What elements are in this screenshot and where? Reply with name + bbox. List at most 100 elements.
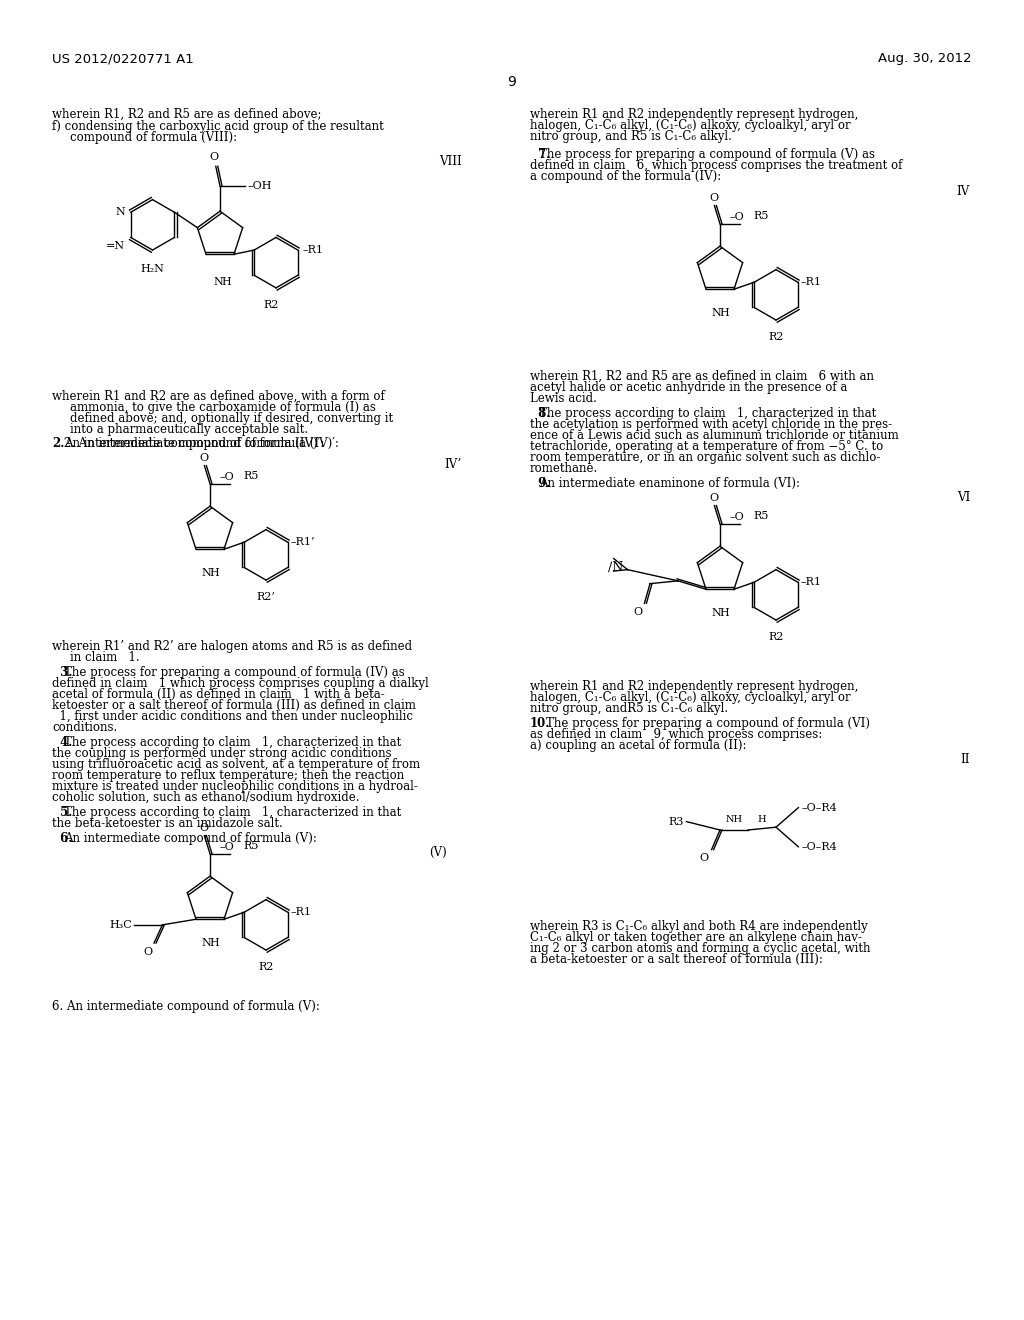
Text: H₂N: H₂N xyxy=(140,264,165,275)
Text: 2. An intermediate compound of formula (IV)′:: 2. An intermediate compound of formula (… xyxy=(52,437,339,450)
Text: the coupling is performed under strong acidic conditions: the coupling is performed under strong a… xyxy=(52,747,391,760)
Text: H: H xyxy=(209,568,219,578)
Text: –R1: –R1 xyxy=(303,246,324,255)
Text: IV: IV xyxy=(956,185,970,198)
Text: halogen, C₁-C₆ alkyl, (C₁-C₆) alkoxy, cycloalkyl, aryl or: halogen, C₁-C₆ alkyl, (C₁-C₆) alkoxy, cy… xyxy=(530,119,851,132)
Text: –R1: –R1 xyxy=(291,907,312,917)
Text: =N: =N xyxy=(105,242,125,251)
Text: VI: VI xyxy=(956,491,970,504)
Text: O: O xyxy=(710,492,719,503)
Text: –O: –O xyxy=(729,512,744,521)
Text: –O: –O xyxy=(219,471,233,482)
Text: R2: R2 xyxy=(263,300,279,310)
Text: VIII: VIII xyxy=(439,154,462,168)
Text: II: II xyxy=(961,752,970,766)
Text: romethane.: romethane. xyxy=(530,462,598,475)
Text: N: N xyxy=(711,607,721,618)
Text: –R1’: –R1’ xyxy=(291,537,315,548)
Text: as defined in claim  9, which process comprises:: as defined in claim 9, which process com… xyxy=(530,729,822,741)
Text: O: O xyxy=(633,607,642,618)
Text: O: O xyxy=(143,946,152,957)
Text: R3: R3 xyxy=(668,817,683,826)
Text: H: H xyxy=(758,814,766,824)
Text: compound of formula (VIII):: compound of formula (VIII): xyxy=(70,131,238,144)
Text: wherein R1 and R2 independently represent hydrogen,: wherein R1 and R2 independently represen… xyxy=(530,108,858,121)
Text: N: N xyxy=(201,568,211,578)
Text: H₃C: H₃C xyxy=(110,920,132,929)
Text: Aug. 30, 2012: Aug. 30, 2012 xyxy=(879,51,972,65)
Text: R2: R2 xyxy=(258,962,273,972)
Text: –OH: –OH xyxy=(247,181,271,191)
Text: (V): (V) xyxy=(429,846,447,859)
Text: acetyl halide or acetic anhydride in the presence of a: acetyl halide or acetic anhydride in the… xyxy=(530,381,848,393)
Text: defined in claim  1 which process comprises coupling a dialkyl: defined in claim 1 which process compris… xyxy=(52,677,429,690)
Text: An intermediate compound of formula (IV)′:: An intermediate compound of formula (IV)… xyxy=(63,437,325,450)
Text: 9.: 9. xyxy=(530,477,550,490)
Text: halogen, C₁-C₆ alkyl, (C₁-C₆) alkoxy, cycloalkyl, aryl or: halogen, C₁-C₆ alkyl, (C₁-C₆) alkoxy, cy… xyxy=(530,690,851,704)
Text: R5: R5 xyxy=(244,841,259,851)
Text: f) condensing the carboxylic acid group of the resultant: f) condensing the carboxylic acid group … xyxy=(52,120,384,133)
Text: 4.: 4. xyxy=(52,737,73,748)
Text: –O–R4: –O–R4 xyxy=(802,803,838,813)
Text: wherein R1 and R2 are as defined above, with a form of: wherein R1 and R2 are as defined above, … xyxy=(52,389,385,403)
Text: US 2012/0220771 A1: US 2012/0220771 A1 xyxy=(52,51,194,65)
Text: C₁-C₆ alkyl or taken together are an alkylene chain hav-: C₁-C₆ alkyl or taken together are an alk… xyxy=(530,931,862,944)
Text: H: H xyxy=(719,607,729,618)
Text: O: O xyxy=(200,453,209,462)
Text: The process for preparing a compound of formula (IV) as: The process for preparing a compound of … xyxy=(63,667,404,678)
Text: 7.: 7. xyxy=(530,148,550,161)
Text: 5.: 5. xyxy=(52,807,73,818)
Text: a) coupling an acetal of formula (II):: a) coupling an acetal of formula (II): xyxy=(530,739,746,752)
Text: 8.: 8. xyxy=(530,407,550,420)
Text: H: H xyxy=(209,937,219,948)
Text: 10.: 10. xyxy=(530,717,550,730)
Text: conditions.: conditions. xyxy=(52,721,118,734)
Text: the acetylation is performed with acetyl chloride in the pres-: the acetylation is performed with acetyl… xyxy=(530,418,892,432)
Text: using trifluoroacetic acid as solvent, at a temperature of from: using trifluoroacetic acid as solvent, a… xyxy=(52,758,420,771)
Text: ketoester or a salt thereof of formula (III) as defined in claim: ketoester or a salt thereof of formula (… xyxy=(52,700,416,711)
Text: The process for preparing a compound of formula (V) as: The process for preparing a compound of … xyxy=(539,148,874,161)
Text: 6. An intermediate compound of formula (V):: 6. An intermediate compound of formula (… xyxy=(52,1001,319,1012)
Text: R2: R2 xyxy=(768,632,783,642)
Text: 6.: 6. xyxy=(52,832,73,845)
Text: 3.: 3. xyxy=(52,667,73,678)
Text: The process according to claim  1, characterized in that: The process according to claim 1, charac… xyxy=(63,807,401,818)
Text: R2’: R2’ xyxy=(257,593,275,602)
Text: R5: R5 xyxy=(754,511,769,521)
Text: wherein R1’ and R2’ are halogen atoms and R5 is as defined: wherein R1’ and R2’ are halogen atoms an… xyxy=(52,640,412,653)
Text: in claim  1.: in claim 1. xyxy=(70,651,139,664)
Text: ammonia, to give the carboxamide of formula (I) as: ammonia, to give the carboxamide of form… xyxy=(70,401,376,414)
Text: tetrachloride, operating at a temperature of from −5° C. to: tetrachloride, operating at a temperatur… xyxy=(530,440,884,453)
Text: room temperature, or in an organic solvent such as dichlo-: room temperature, or in an organic solve… xyxy=(530,451,881,465)
Text: The process according to claim  1, characterized in that: The process according to claim 1, charac… xyxy=(539,407,877,420)
Text: O: O xyxy=(200,822,209,833)
Text: wherein R1, R2 and R5 are as defined above;: wherein R1, R2 and R5 are as defined abo… xyxy=(52,108,322,121)
Text: –O–R4: –O–R4 xyxy=(802,842,838,851)
Text: An intermediate enaminone of formula (VI):: An intermediate enaminone of formula (VI… xyxy=(539,477,800,490)
Text: Lewis acid.: Lewis acid. xyxy=(530,392,597,405)
Text: H: H xyxy=(221,277,230,286)
Text: The process according to claim  1, characterized in that: The process according to claim 1, charac… xyxy=(63,737,401,748)
Text: N: N xyxy=(201,937,211,948)
Text: nitro group, andR5 is C₁-C₆ alkyl.: nitro group, andR5 is C₁-C₆ alkyl. xyxy=(530,702,728,715)
Text: N: N xyxy=(115,207,125,218)
Text: wherein R3 is C₁-C₆ alkyl and both R4 are independently: wherein R3 is C₁-C₆ alkyl and both R4 ar… xyxy=(530,920,867,933)
Text: H: H xyxy=(719,308,729,318)
Text: a beta-ketoester or a salt thereof of formula (III):: a beta-ketoester or a salt thereof of fo… xyxy=(530,953,823,966)
Text: R5: R5 xyxy=(244,471,259,480)
Text: N: N xyxy=(711,308,721,318)
Text: room temperature to reflux temperature; then the reaction: room temperature to reflux temperature; … xyxy=(52,770,404,781)
Text: –R1: –R1 xyxy=(801,277,822,288)
Text: R2: R2 xyxy=(768,333,783,342)
Text: The process for preparing a compound of formula (VI): The process for preparing a compound of … xyxy=(546,717,870,730)
Text: O: O xyxy=(699,853,709,862)
Text: 2.: 2. xyxy=(52,437,65,450)
Text: 1, first under acidic conditions and then under nucleophilic: 1, first under acidic conditions and the… xyxy=(52,710,413,723)
Text: acetal of formula (II) as defined in claim  1 with a beta-: acetal of formula (II) as defined in cla… xyxy=(52,688,385,701)
Text: wherein R1, R2 and R5 are as defined in claim  6 with an: wherein R1, R2 and R5 are as defined in … xyxy=(530,370,874,383)
Text: NH: NH xyxy=(725,814,742,824)
Text: nitro group, and R5 is C₁-C₆ alkyl.: nitro group, and R5 is C₁-C₆ alkyl. xyxy=(530,129,732,143)
Text: R5: R5 xyxy=(754,211,769,220)
Text: ing 2 or 3 carbon atoms and forming a cyclic acetal, with: ing 2 or 3 carbon atoms and forming a cy… xyxy=(530,942,870,954)
Text: ence of a Lewis acid such as aluminum trichloride or titanium: ence of a Lewis acid such as aluminum tr… xyxy=(530,429,899,442)
